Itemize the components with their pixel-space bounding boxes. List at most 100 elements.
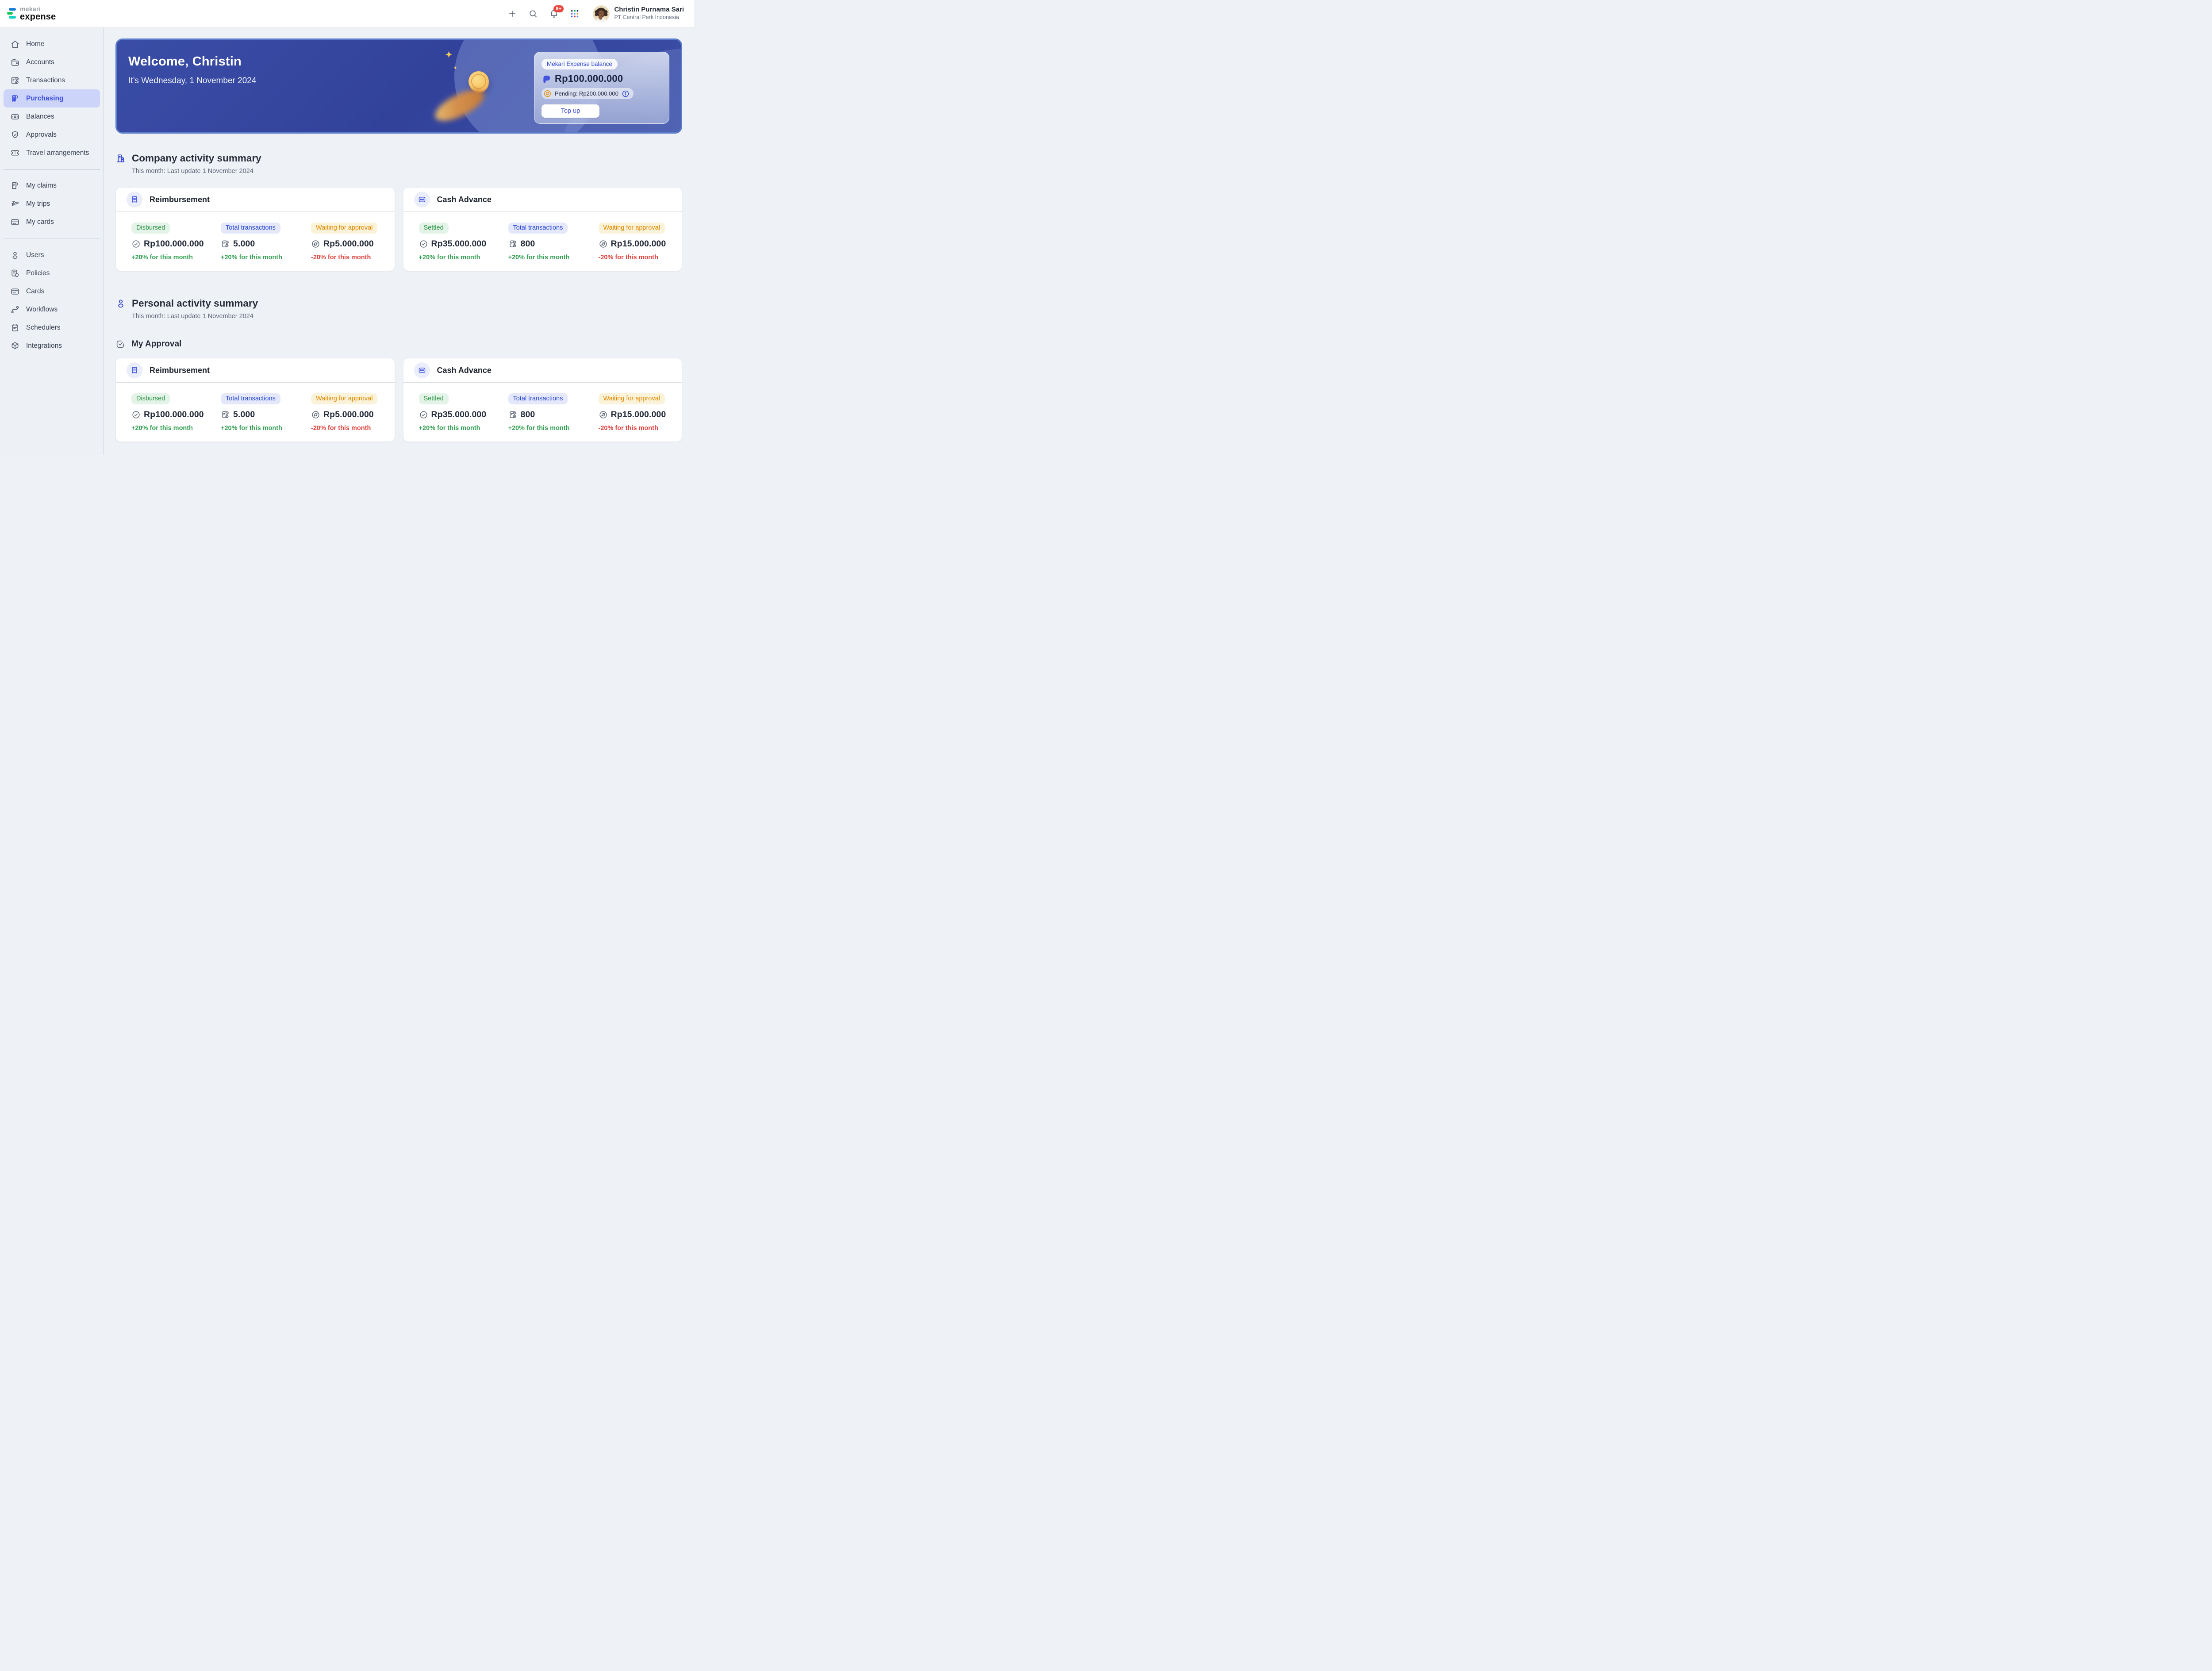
cube-icon [12, 342, 19, 349]
card-title: Reimbursement [150, 365, 210, 375]
personal-summary-title: Personal activity summary [132, 298, 258, 309]
pending-pill: Pending: Rp200.000.000 [541, 88, 634, 99]
credit-card-icon [11, 288, 19, 295]
sidebar-item-travel-arrangements[interactable]: Travel arrangements [4, 144, 100, 162]
info-icon[interactable] [622, 90, 630, 98]
stat-waiting-approval: Waiting for approval Rp5.000.000 -20% fo… [311, 393, 390, 432]
welcome-date: It’s Wednesday, 1 November 2024 [128, 76, 257, 85]
workflow-route-icon [11, 306, 19, 313]
sidebar-item-my-claims[interactable]: My claims [4, 177, 100, 195]
notification-badge: 9+ [553, 5, 564, 12]
balance-badge: Mekari Expense balance [541, 59, 618, 69]
cash-advance-card: Cash Advance Settled Rp35.000.000 +20% f… [403, 358, 682, 442]
mekari-expense-logo[interactable]: mekari expense [7, 6, 56, 21]
apps-menu-button[interactable] [569, 8, 580, 19]
check-circle-icon [419, 240, 427, 248]
card-title: Cash Advance [437, 195, 492, 204]
reimbursement-receipt-icon [127, 362, 142, 378]
sidebar-item-policies[interactable]: Policies [4, 264, 100, 282]
sidebar-item-purchasing[interactable]: Purchasing [4, 89, 100, 108]
mekari-logo-icon [7, 8, 16, 19]
sidebar-item-users[interactable]: Users [4, 246, 100, 264]
refresh-circle-icon [312, 240, 319, 248]
sidebar-item-balances[interactable]: Balances [4, 108, 100, 126]
search-button[interactable] [528, 8, 538, 19]
reimbursement-card: Reimbursement Disbursed Rp100.000.000 +2… [115, 358, 395, 442]
sidebar-item-schedulers[interactable]: Schedulers [4, 319, 100, 337]
personal-summary-subtitle: This month: Last update 1 November 2024 [132, 313, 253, 320]
sidebar-item-my-trips[interactable]: My trips [4, 195, 100, 213]
wallet-icon [11, 58, 19, 66]
company-summary-title: Company activity summary [132, 153, 261, 164]
sidebar: Home Accounts Transactions Purchasing Ba… [0, 27, 104, 455]
create-button[interactable] [507, 8, 518, 19]
receipt-clock-icon [509, 240, 516, 247]
refresh-circle-icon [599, 411, 607, 419]
cash-advance-icon [414, 192, 430, 207]
product-name: expense [20, 12, 56, 22]
bell-icon [551, 10, 557, 18]
card-title: Reimbursement [150, 195, 210, 204]
building-icon [117, 154, 125, 162]
user-name: Christin Purnama Sari [614, 6, 684, 14]
my-approval-header: My Approval [115, 339, 682, 349]
stat-waiting-approval: Waiting for approval Rp5.000.000 -20% fo… [311, 223, 390, 261]
top-up-button[interactable]: Top up [541, 104, 599, 118]
cash-advance-icon [414, 362, 430, 378]
avatar [593, 5, 610, 22]
pending-refresh-icon [544, 90, 551, 97]
ticket-icon [11, 150, 19, 156]
brand-name: mekari [20, 5, 41, 12]
app-root: mekari expense 9+ [0, 0, 694, 455]
receipt-clock-icon [222, 411, 229, 418]
pending-amount: Pending: Rp200.000.000 [555, 90, 618, 97]
airplane-icon [12, 201, 19, 206]
card-title: Cash Advance [437, 365, 492, 375]
check-circle-icon [132, 240, 140, 248]
banknote-icon [11, 114, 19, 119]
scheduler-board-icon [12, 323, 18, 331]
credit-card-icon [11, 219, 19, 225]
stat-settled: Settled Rp35.000.000 +20% for this month [419, 223, 508, 261]
sidebar-item-home[interactable]: Home [4, 35, 100, 53]
personal-cards-row: Reimbursement Disbursed Rp100.000.000 +2… [115, 358, 682, 442]
company-cards-row: Reimbursement Disbursed Rp100.000.000 +2… [115, 187, 682, 271]
reimbursement-card: Reimbursement Disbursed Rp100.000.000 +2… [115, 187, 395, 271]
sidebar-item-my-cards[interactable]: My cards [4, 213, 100, 231]
stat-total-transactions: Total transactions 800 +20% for this mon… [508, 393, 599, 432]
mekari-p-icon [543, 75, 550, 83]
stat-waiting-approval: Waiting for approval Rp15.000.000 -20% f… [598, 393, 678, 432]
check-circle-icon [132, 411, 140, 419]
balance-card: Mekari Expense balance Rp100.000.000 Pen… [534, 52, 669, 124]
sidebar-item-integrations[interactable]: Integrations [4, 337, 100, 355]
claims-receipt-icon [12, 182, 19, 189]
check-circle-icon [419, 411, 427, 419]
receipt-clock-icon [222, 240, 229, 247]
home-icon [11, 40, 19, 48]
apps-grid-icon [571, 10, 579, 17]
sidebar-item-approvals[interactable]: Approvals [4, 126, 100, 144]
user-menu[interactable]: Christin Purnama Sari PT Central Perk In… [593, 5, 684, 22]
sidebar-item-cards[interactable]: Cards [4, 282, 100, 300]
sidebar-divider [4, 238, 100, 239]
notifications-button[interactable]: 9+ [549, 5, 564, 19]
main-content: Welcome, Christin It’s Wednesday, 1 Nove… [104, 27, 694, 455]
welcome-title: Welcome, Christin [128, 54, 242, 69]
sidebar-divider [4, 169, 100, 170]
user-icon [12, 251, 18, 259]
cash-advance-card: Cash Advance Settled Rp35.000.000 +20% f… [403, 187, 682, 271]
transactions-icon [11, 77, 19, 84]
stat-disbursed: Disbursed Rp100.000.000 +20% for this mo… [131, 223, 221, 261]
sidebar-item-transactions[interactable]: Transactions [4, 71, 100, 89]
receipt-clock-icon [509, 411, 516, 418]
stat-total-transactions: Total transactions 5.000 +20% for this m… [221, 223, 311, 261]
stat-total-transactions: Total transactions 800 +20% for this mon… [508, 223, 599, 261]
sidebar-item-workflows[interactable]: Workflows [4, 300, 100, 319]
top-bar: mekari expense 9+ [0, 0, 694, 27]
balance-amount: Rp100.000.000 [555, 73, 623, 84]
sidebar-item-accounts[interactable]: Accounts [4, 53, 100, 71]
check-square-icon [116, 340, 124, 348]
person-icon [118, 300, 123, 308]
company-summary-header: Company activity summary [115, 153, 682, 164]
policy-shield-icon [12, 269, 19, 277]
